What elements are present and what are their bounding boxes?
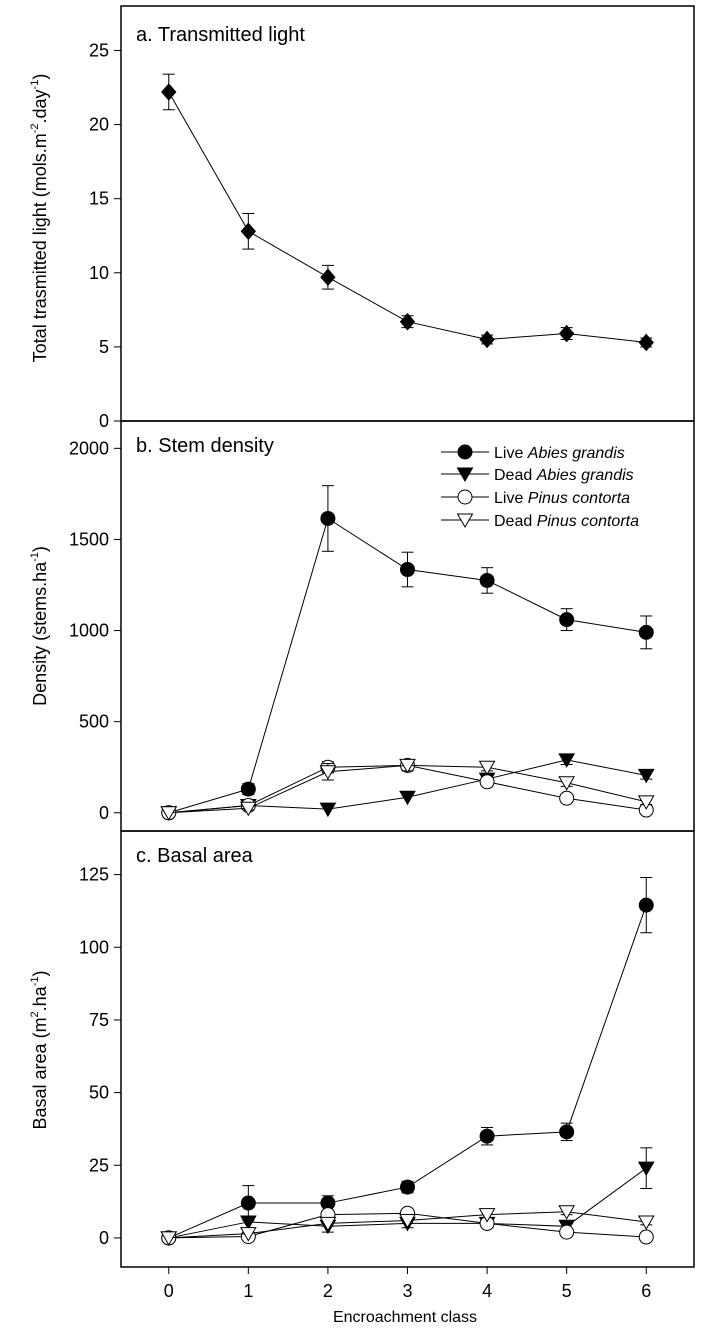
panel-frame	[120, 5, 695, 422]
legend-marker-live-pinus	[457, 489, 473, 505]
panel-title-b: b. Stem density	[136, 435, 274, 457]
data-point	[240, 781, 256, 797]
x-tick-label: 2	[323, 1281, 333, 1301]
data-point	[319, 802, 337, 818]
y-tick-label: 500	[79, 712, 109, 732]
y-axis-label-b: Density (stems.ha-1)	[29, 546, 50, 706]
y-axis-label-a: Total trasmitted light (mols.m-2.day-1)	[29, 74, 50, 363]
data-point	[479, 1128, 495, 1144]
data-point	[479, 572, 495, 588]
data-point	[559, 612, 575, 628]
x-tick-label: 0	[164, 1281, 174, 1301]
y-tick-label: 0	[99, 411, 109, 431]
legend-label-live-pinus: Live Pinus contorta	[494, 490, 630, 507]
data-point	[239, 1215, 257, 1230]
y-tick-label: 2000	[69, 438, 109, 458]
y-tick-label: 100	[79, 937, 109, 957]
y-tick-label: 25	[89, 1155, 109, 1175]
data-point	[559, 324, 575, 343]
data-point	[478, 1208, 496, 1223]
x-tick-label: 4	[482, 1281, 492, 1301]
legend-marker-dead-pinus	[456, 513, 474, 529]
y-axis-label-c: Basal area (m2.ha-1)	[29, 971, 50, 1130]
data-point	[161, 83, 177, 101]
data-point	[637, 795, 655, 810]
data-point	[399, 312, 416, 331]
x-tick-label: 3	[402, 1281, 412, 1301]
data-point	[320, 510, 336, 526]
data-point	[239, 1227, 257, 1242]
data-point	[637, 1215, 655, 1230]
y-tick-label: 15	[89, 189, 109, 209]
data-point	[638, 1229, 654, 1245]
panel-title-c: c. Basal area	[136, 845, 254, 867]
data-point	[638, 897, 654, 913]
data-point	[559, 1224, 575, 1240]
legend-marker-live-abies	[457, 444, 473, 460]
data-point	[319, 1216, 337, 1232]
data-point	[239, 801, 257, 817]
y-tick-label: 10	[89, 263, 109, 283]
data-point	[160, 806, 178, 821]
y-tick-label: 50	[89, 1083, 109, 1103]
legend-item-live-pinus: Live Pinus contorta	[441, 489, 630, 507]
legend-item-dead-pinus: Dead Pinus contorta	[441, 513, 639, 530]
data-point	[479, 774, 495, 790]
data-point	[558, 753, 576, 768]
data-point	[558, 1205, 576, 1220]
data-point	[399, 758, 416, 774]
legend-label-dead-pinus: Dead Pinus contorta	[494, 513, 639, 530]
y-tick-label: 5	[99, 337, 109, 357]
legend-item-dead-abies: Dead Abies grandis	[441, 467, 634, 484]
data-point	[160, 1231, 178, 1246]
data-point	[400, 1179, 415, 1195]
data-point	[479, 330, 495, 349]
data-point	[240, 222, 256, 241]
data-point	[559, 1124, 575, 1140]
legend-label-dead-abies: Dead Abies grandis	[494, 467, 634, 484]
data-point	[320, 268, 336, 286]
data-point	[240, 1195, 256, 1211]
data-point	[319, 765, 337, 780]
x-axis-label: Encroachment class	[333, 1309, 477, 1326]
y-tick-label: 25	[89, 40, 109, 60]
y-tick-label: 0	[99, 803, 109, 823]
data-point	[637, 1161, 655, 1177]
legend: Live Abies grandis Dead Abies grandis Li…	[441, 444, 639, 530]
y-tick-label: 0	[99, 1228, 109, 1248]
data-point	[638, 624, 654, 640]
data-point	[558, 776, 576, 791]
y-tick-label: 20	[89, 115, 109, 135]
legend-label-live-abies: Live Abies grandis	[494, 445, 625, 462]
data-point	[637, 768, 655, 784]
data-point	[478, 760, 496, 776]
x-tick-label: 1	[243, 1281, 253, 1301]
data-point	[400, 562, 415, 578]
y-tick-label: 75	[89, 1010, 109, 1030]
data-point	[399, 1213, 416, 1229]
panel-frame	[120, 830, 695, 1268]
legend-item-live-abies: Live Abies grandis	[441, 444, 625, 462]
panel-title-a: a. Transmitted light	[136, 24, 305, 46]
data-point	[638, 333, 654, 352]
legend-marker-dead-abies	[456, 467, 474, 483]
plot-area: 0510152025050010001500200002550751001250…	[69, 5, 695, 1301]
data-point	[399, 790, 416, 806]
series-line	[168, 91, 647, 343]
x-tick-label: 6	[641, 1281, 651, 1301]
data-point	[559, 790, 575, 806]
y-tick-label: 1000	[69, 621, 109, 641]
y-tick-label: 1500	[69, 529, 109, 549]
y-tick-label: 125	[79, 865, 109, 885]
x-tick-label: 5	[562, 1281, 572, 1301]
